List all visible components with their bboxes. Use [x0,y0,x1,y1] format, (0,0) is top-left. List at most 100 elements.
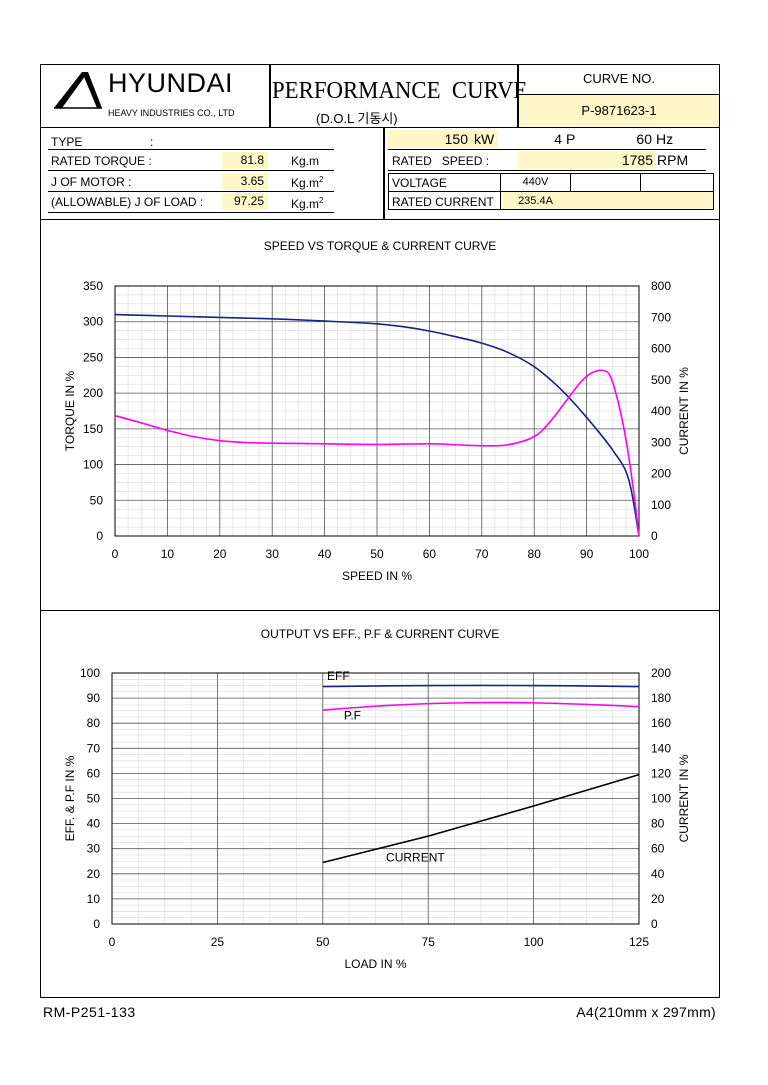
type-colon: : [150,135,154,149]
y-tick-label: 60 [87,766,101,780]
x-tick-label: 80 [528,547,542,561]
y2-tick-label: 40 [651,867,665,881]
electrical-table-hline [388,191,714,192]
y2-tick-label: 600 [651,342,671,356]
type-label: TYPE [51,135,83,149]
j-load-unit: Kg.m2 [291,196,324,211]
y2-tick-label: 500 [651,373,671,387]
y2-tick-label: 160 [651,716,671,730]
x-tick-label: 90 [580,547,594,561]
x-axis-label: SPEED IN % [342,569,412,583]
plot-area-border [111,672,640,925]
document-subtitle: (D.O.L 기동시) [316,111,398,126]
y2-tick-label: 20 [651,892,665,906]
y-tick-label: 200 [83,386,103,400]
plot-area-border [114,285,640,537]
x-tick-label: 30 [266,547,280,561]
y2-tick-label: 60 [651,842,665,856]
x-tick-label: 50 [316,935,330,949]
x-tick-label: 125 [629,935,649,949]
series-label-eff: EFF [327,669,350,683]
document-code: RM-P251-133 [43,1004,136,1020]
rated-current-label: RATED CURRENT [392,195,494,209]
y2-tick-label: 200 [651,467,671,481]
company-subtitle: HEAVY INDUSTRIES CO., LTD [108,108,235,118]
electrical-table-vline-1 [500,173,501,210]
rated-current-value: 235.4A [518,195,553,207]
y-tick-label: 30 [87,842,101,856]
y2-axis-label: CURRENT IN % [677,754,691,842]
electrical-table-vline-2 [570,173,571,210]
x-tick-label: 10 [161,547,175,561]
power-highlight [388,130,498,148]
voltage-label: VOLTAGE [392,176,447,190]
poles-value: 4 [554,131,562,147]
y-tick-label: 40 [87,817,101,831]
x-axis-label: LOAD IN % [344,957,406,971]
y-tick-label: 100 [80,666,100,680]
spec-rule-2 [48,170,334,171]
y2-tick-label: 100 [651,498,671,512]
y2-tick-label: 0 [651,529,658,543]
y-tick-label: 50 [87,792,101,806]
x-tick-label: 20 [213,547,227,561]
y-tick-label: 100 [83,458,103,472]
y2-tick-label: 80 [651,817,665,831]
y2-tick-label: 700 [651,310,671,324]
y2-tick-label: 180 [651,691,671,705]
x-tick-label: 75 [422,935,436,949]
rated-torque-value: 81.8 [222,152,268,169]
y2-axis-label: CURRENT IN % [677,367,691,455]
x-tick-label: 0 [109,935,116,949]
y2-tick-label: 100 [651,792,671,806]
specs-divider [383,127,385,220]
curve-no-label: CURVE NO. [583,71,655,86]
y-tick-label: 80 [87,716,101,730]
current-series-line [322,773,640,864]
y-tick-label: 250 [83,350,103,364]
y-tick-label: 10 [87,892,101,906]
series-label-current: CURRENT [386,850,445,864]
freq-value: 60 [636,131,652,147]
y-tick-label: 0 [96,529,103,543]
y-tick-label: 350 [83,279,103,293]
header-divider-2 [517,64,519,128]
y-tick-label: 50 [90,493,104,507]
spec-rule-4 [48,212,334,213]
current-series-line [114,369,640,537]
x-tick-label: 100 [524,935,544,949]
x-tick-label: 70 [475,547,489,561]
y-axis-label: TORQUE IN % [63,370,77,451]
torque-series-line [114,313,640,537]
curve-no-divider [518,94,720,95]
y2-tick-label: 140 [651,741,671,755]
j-load-value: 97.25 [222,193,268,210]
j-load-label: (ALLOWABLE) J OF LOAD : [51,195,204,209]
j-motor-unit: Kg.m2 [291,175,324,190]
rated-speed-label: RATED SPEED : [392,154,490,168]
output-eff-pf-current-chart: 0 25 50 75 100 125010203040506070809010002040… [63,627,691,971]
spec-rule-1 [48,149,334,150]
x-tick-label: 100 [629,547,649,561]
x-tick-label: 40 [318,547,332,561]
y-axis-label: EFF. & P.F IN % [63,755,77,841]
hyundai-logo-icon [54,72,102,109]
rated-speed-unit: RPM [657,152,689,168]
x-tick-label: 25 [211,935,225,949]
y2-tick-label: 0 [651,917,658,931]
freq-unit: Hz [656,131,674,147]
spec-rule-r1 [388,149,706,150]
x-tick-label: 0 [112,547,119,561]
document-title: PERFORMANCE CURVE [272,78,528,104]
chart-title: OUTPUT VS EFF., P.F & CURRENT CURVE [261,627,500,641]
y-tick-label: 20 [87,867,101,881]
current-row-highlight [501,192,713,209]
y2-tick-label: 800 [651,279,671,293]
voltage-value: 440V [522,176,549,188]
poles-unit: P [566,131,576,147]
pf-series-line [322,701,640,711]
speed-torque-current-chart: 0 10 20 30 40 50 60 70 80 90 100050100150200250300… [63,239,691,583]
x-tick-label: 60 [423,547,437,561]
y2-tick-label: 200 [651,666,671,680]
power-unit: kW [474,131,495,147]
